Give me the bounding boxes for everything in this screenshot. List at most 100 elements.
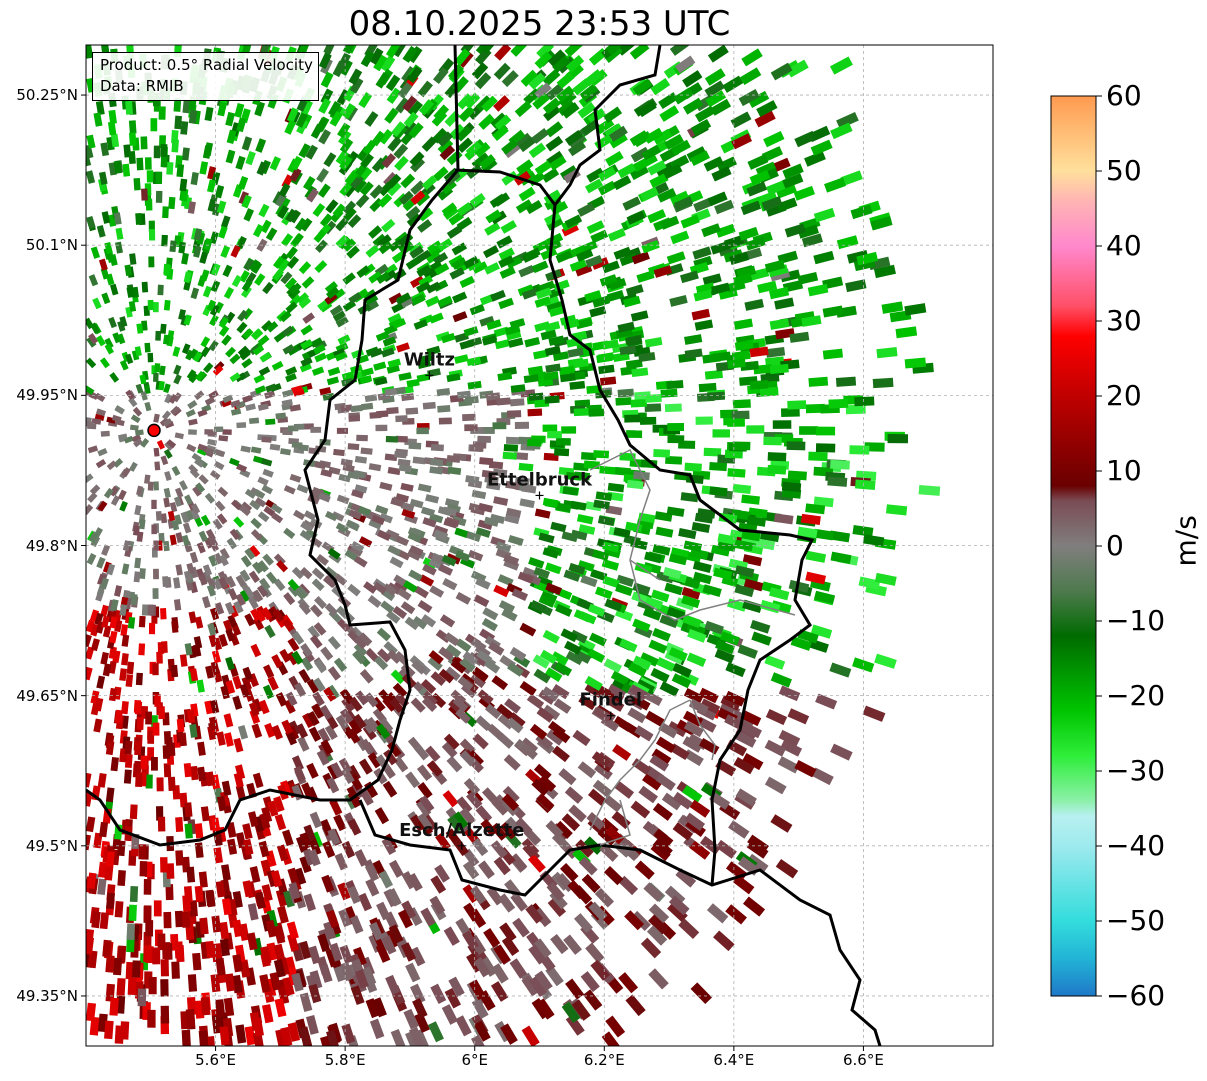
echo-bin — [824, 177, 846, 193]
echo-bin — [235, 1024, 247, 1044]
echo-bin — [198, 871, 208, 888]
echo-bin — [378, 717, 394, 734]
echo-bin — [237, 345, 250, 357]
echo-bin — [291, 650, 304, 665]
echo-bin — [203, 238, 213, 251]
echo-bin — [145, 711, 153, 725]
echo-bin — [438, 417, 452, 425]
echo-bin — [584, 682, 603, 698]
echo-bin — [719, 701, 741, 718]
echo-bin — [505, 507, 522, 518]
echo-bin — [764, 654, 786, 670]
echo-bin — [273, 796, 285, 813]
echo-bin — [90, 322, 101, 334]
echo-bin — [672, 662, 692, 678]
echo-bin — [143, 905, 152, 922]
echo-bin — [96, 335, 106, 347]
echo-bin — [473, 1020, 491, 1042]
echo-bin — [175, 850, 184, 866]
echo-bin — [300, 521, 313, 533]
echo-bin — [693, 197, 713, 213]
echo-bin — [590, 229, 609, 244]
echo-bin — [368, 463, 382, 472]
echo-bin — [416, 281, 431, 294]
echo-bin — [100, 142, 110, 157]
echo-bin — [479, 154, 496, 170]
echo-bin — [298, 143, 311, 159]
echo-bin — [813, 250, 835, 265]
echo-bin — [253, 1031, 265, 1046]
echo-bin — [285, 691, 298, 707]
echo-bin — [167, 510, 176, 522]
colorbar-tick-label: 30 — [1106, 304, 1142, 337]
echo-bin — [214, 449, 226, 458]
echo-bin — [813, 207, 836, 223]
echo-bin — [130, 593, 138, 606]
echo-bin — [155, 511, 162, 521]
echo-bin — [269, 156, 281, 171]
echo-bin — [374, 807, 390, 825]
echo-bin — [341, 840, 356, 859]
echo-bin — [174, 910, 184, 928]
echo-bin — [367, 595, 382, 609]
echo-bin — [163, 911, 172, 929]
echo-bin — [252, 223, 264, 238]
echo-bin — [96, 556, 106, 569]
echo-bin — [678, 528, 697, 540]
echo-bin — [667, 901, 688, 923]
echo-bin — [526, 693, 545, 710]
echo-bin — [261, 884, 273, 902]
echo-bin — [89, 484, 101, 495]
echo-bin — [744, 298, 764, 311]
echo-bin — [347, 885, 361, 904]
echo-bin — [715, 639, 736, 655]
echo-bin — [318, 52, 332, 69]
echo-bin — [188, 109, 198, 124]
echo-bin — [724, 690, 746, 707]
echo-bin — [154, 694, 161, 707]
echo-bin — [216, 200, 227, 214]
echo-bin — [425, 295, 440, 308]
echo-bin — [266, 321, 279, 333]
echo-bin — [731, 133, 753, 150]
echo-bin — [204, 429, 214, 435]
echo-bin — [342, 238, 357, 252]
echo-bin — [329, 942, 343, 962]
echo-bin — [86, 928, 95, 947]
echo-bin — [231, 274, 243, 288]
echo-bin — [555, 502, 572, 513]
echo-bin — [106, 563, 116, 576]
echo-bin — [808, 451, 828, 462]
echo-bin — [348, 68, 363, 86]
echo-bin — [148, 622, 156, 635]
echo-bin — [746, 515, 767, 527]
echo-bin — [652, 627, 671, 642]
echo-bin — [658, 92, 679, 110]
echo-bin — [469, 673, 487, 689]
echo-bin — [372, 997, 387, 1018]
echo-bin — [645, 393, 662, 403]
echo-bin — [732, 399, 751, 409]
echo-bin — [265, 418, 276, 425]
echo-bin — [98, 171, 108, 185]
echo-bin — [536, 998, 555, 1020]
echo-bin — [488, 641, 505, 656]
echo-bin — [299, 855, 312, 874]
echo-bin — [471, 652, 488, 667]
echo-bin — [131, 286, 139, 298]
echo-bin — [264, 390, 276, 399]
echo-bin — [634, 860, 655, 880]
colorbar-tick-label: 40 — [1106, 229, 1142, 262]
echo-bin — [119, 668, 128, 682]
echo-bin — [153, 900, 162, 917]
echo-bin — [101, 292, 111, 305]
echo-bin — [612, 744, 632, 761]
echo-bin — [793, 185, 816, 201]
echo-bin — [459, 657, 476, 673]
echo-bin — [716, 156, 738, 172]
echo-bin — [828, 398, 849, 409]
echo-bin — [772, 420, 792, 429]
echo-bin — [647, 160, 667, 176]
echo-bin — [283, 527, 296, 539]
echo-bin — [322, 840, 336, 859]
